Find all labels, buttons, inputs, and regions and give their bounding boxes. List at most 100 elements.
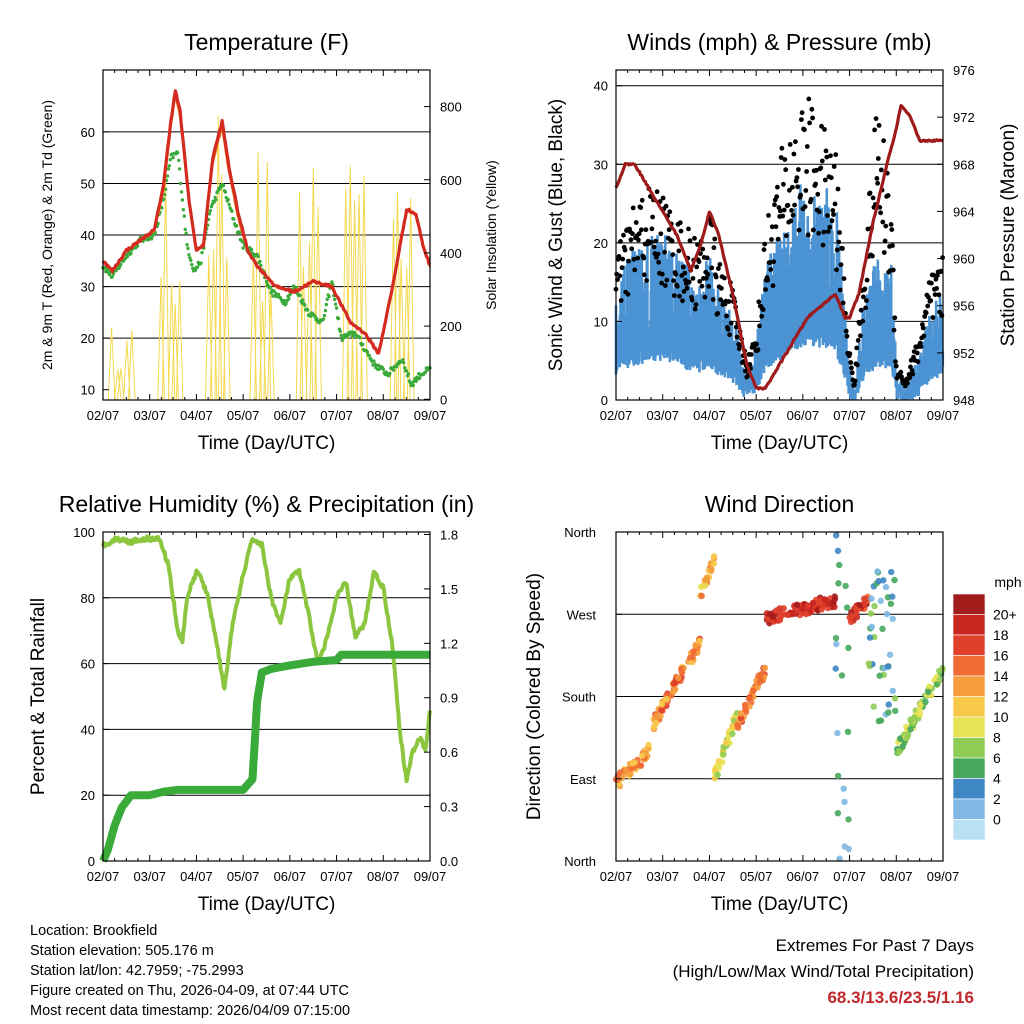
dewpoint-point	[177, 158, 181, 163]
wind-direction-point	[834, 772, 842, 780]
legend-label: 6	[993, 750, 1001, 766]
dewpoint-point	[276, 292, 281, 297]
wind-direction-point	[776, 614, 784, 621]
dewpoint-point	[414, 379, 418, 384]
gust-point	[935, 273, 940, 278]
dewpoint-point	[249, 247, 254, 252]
wind-direction-point	[629, 760, 637, 767]
dewpoint-point	[168, 157, 172, 162]
gust-point	[808, 196, 814, 202]
gust-point	[680, 264, 686, 270]
wind-direction-point	[916, 711, 924, 718]
wind-direction-point	[933, 681, 941, 688]
gust-point	[710, 297, 716, 302]
gust-point	[681, 289, 687, 294]
wind-direction-point	[844, 728, 852, 735]
wind-direction-point	[678, 665, 685, 673]
wind-direction-point	[860, 595, 868, 602]
gust-point	[841, 276, 847, 281]
gust-point	[642, 272, 647, 278]
total-rainfall-line	[99, 650, 434, 863]
gust-point	[936, 292, 942, 298]
dewpoint-point	[110, 275, 115, 279]
gust-point	[677, 293, 682, 299]
x-tick-label: 06/07	[787, 869, 820, 884]
wind-direction-point	[866, 634, 874, 641]
gust-point	[923, 310, 929, 316]
gust-point	[815, 191, 821, 197]
legend-title: mph	[994, 574, 1021, 590]
wind-direction-point	[840, 785, 847, 792]
gust-point	[849, 370, 855, 376]
wind-direction-point	[804, 602, 811, 610]
gust-point	[648, 239, 654, 245]
extremes-values: 68.3/13.6/23.5/1.16	[827, 988, 974, 1007]
gust-point	[928, 298, 934, 304]
gust-point	[704, 275, 709, 281]
y-tick-label: 80	[81, 591, 95, 606]
gust-point	[828, 175, 834, 181]
gust-point	[789, 208, 794, 213]
gust-point	[825, 229, 831, 234]
dewpoint-point	[336, 316, 341, 321]
gust-point	[727, 332, 732, 338]
gust-point	[636, 237, 641, 243]
gust-point	[862, 286, 868, 292]
gust-point	[907, 375, 913, 380]
dewpoint-point	[183, 227, 187, 232]
gust-point	[829, 218, 835, 224]
legend-swatch	[952, 655, 986, 677]
legend-swatch	[952, 614, 986, 636]
x-tick-label: 03/07	[646, 869, 679, 884]
dewpoint-point	[411, 383, 415, 388]
gust-point	[810, 115, 815, 121]
legend-label: 0	[993, 812, 1001, 828]
wind-direction-point	[899, 743, 906, 750]
gust-point	[682, 270, 688, 276]
wind-direction-point	[885, 709, 892, 716]
dewpoint-point	[327, 295, 331, 299]
gust-point	[694, 264, 700, 270]
gust-point	[778, 208, 783, 214]
wind-direction-point	[875, 717, 883, 725]
wind-direction-point	[845, 816, 852, 823]
gust-point	[926, 294, 931, 300]
gust-point	[883, 223, 889, 229]
wind-direction-point	[692, 642, 699, 650]
wind-direction-point	[845, 845, 852, 853]
x-tick-label: 09/07	[414, 408, 447, 423]
gust-point	[914, 350, 920, 356]
wind-direction-point	[887, 600, 895, 607]
station-pressure-line	[614, 104, 944, 391]
gust-point	[757, 323, 762, 329]
dewpoint-point	[227, 202, 231, 207]
wind-direction-point	[888, 568, 895, 576]
wind-direction-point	[832, 665, 839, 672]
wind-direction-point	[903, 734, 910, 741]
dewpoint-point	[230, 209, 234, 213]
chart-title: Winds (mph) & Pressure (mb)	[627, 29, 931, 55]
plot-frame	[615, 69, 944, 401]
dewpoint-point	[162, 197, 166, 201]
gust-point	[905, 380, 910, 386]
dewpoint-point	[214, 198, 218, 202]
gust-point	[813, 181, 818, 187]
wind-direction-point	[672, 686, 679, 693]
wind-direction-point	[714, 771, 721, 778]
wind-direction-point	[891, 576, 898, 584]
gust-point	[775, 184, 780, 190]
dewpoint-point	[325, 297, 329, 301]
gust-point	[831, 212, 836, 218]
gust-point	[781, 207, 787, 213]
dewpoint-point	[177, 167, 182, 171]
wind-direction-point	[836, 855, 843, 862]
dewpoint-point	[272, 289, 276, 293]
y-tick-label: 40	[594, 79, 608, 94]
y-tick-label: 50	[81, 176, 95, 191]
gust-point	[798, 192, 803, 198]
gust-point	[650, 214, 655, 220]
gust-point	[666, 227, 672, 233]
wind-direction-point	[702, 582, 709, 589]
dewpoint-point	[223, 190, 228, 194]
dewpoint-point	[338, 329, 342, 334]
